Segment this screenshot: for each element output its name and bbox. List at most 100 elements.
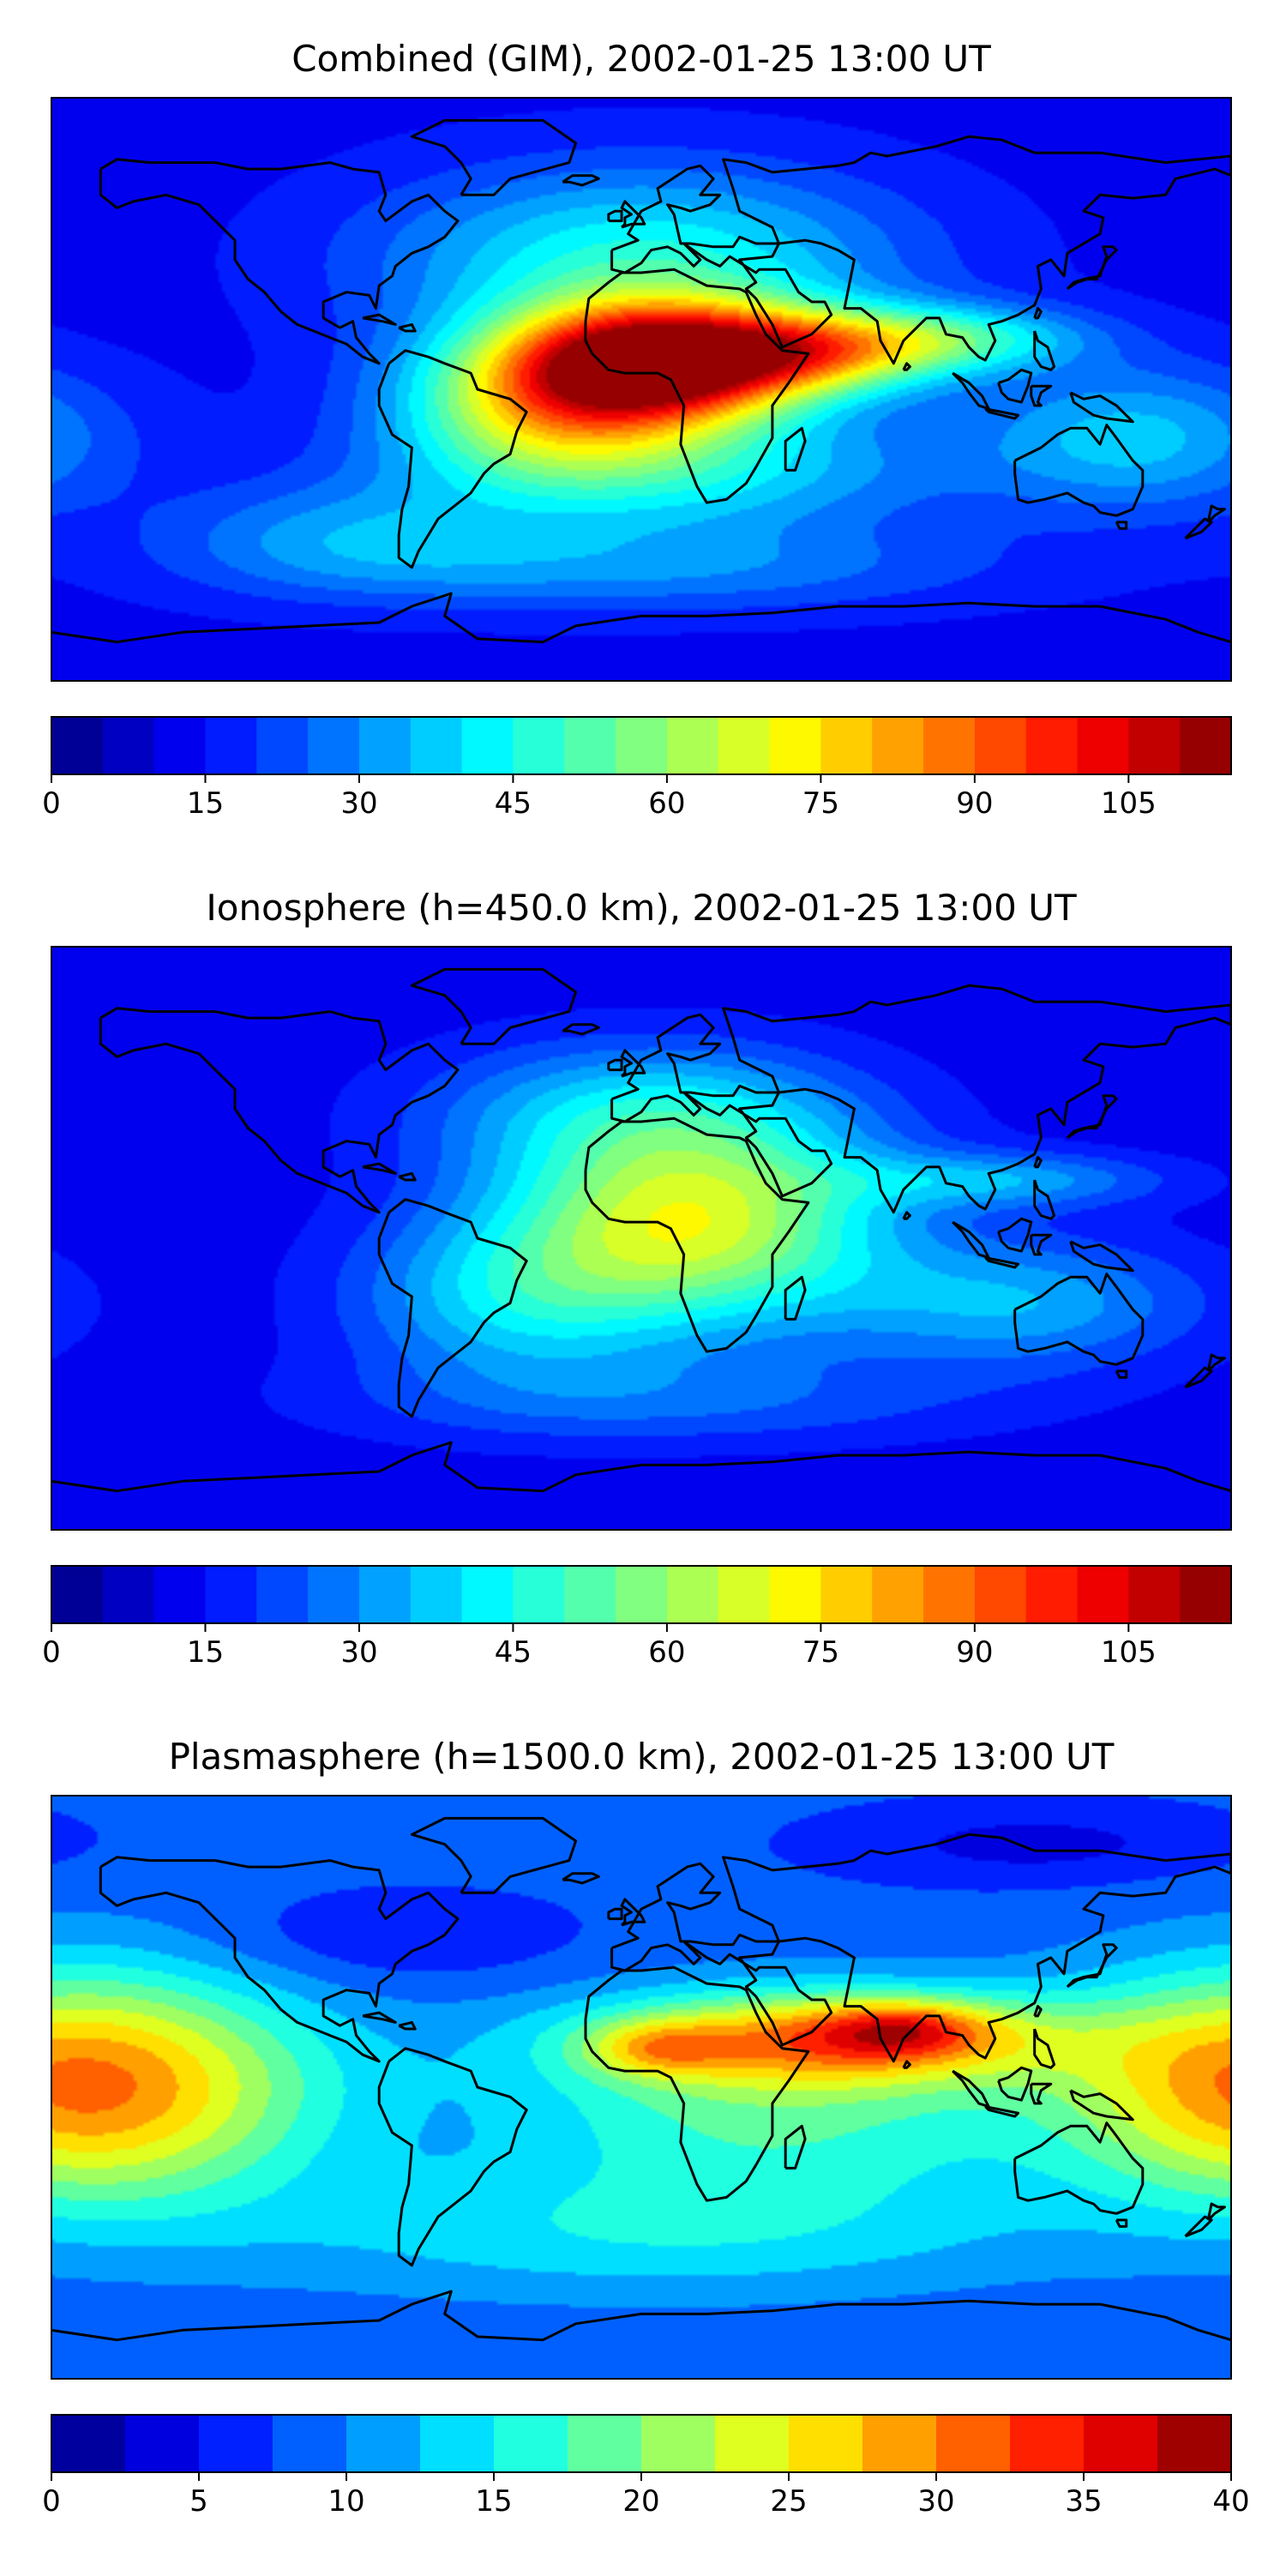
- colorbar-segment: [205, 1566, 257, 1623]
- colorbar-segment: [862, 2415, 937, 2472]
- coastline: [410, 118, 578, 196]
- coastline: [362, 313, 397, 326]
- coastline: [1033, 2005, 1043, 2018]
- panel-3-colorbar: 0 5 10 15 20 25 30 35 40: [42, 2414, 1250, 2519]
- coastline: [902, 362, 911, 371]
- coastline: [902, 1211, 911, 1220]
- colorbar-tick-label: 90: [956, 1635, 993, 1670]
- colorbar-segment: [616, 1566, 668, 1623]
- colorbar-segment: [872, 1566, 924, 1623]
- colorbar-segment: [153, 717, 207, 774]
- coastline: [562, 1023, 600, 1036]
- colorbar-segment: [308, 717, 360, 774]
- panel-3-title: Plasmasphere (h=1500.0 km), 2002-01-25 1…: [169, 1736, 1115, 1778]
- coastline: [51, 592, 1231, 644]
- colorbar-segment: [199, 2415, 273, 2472]
- colorbar-tick-label: 105: [1101, 786, 1157, 821]
- coastline: [952, 1220, 990, 1260]
- colorbar-segment: [616, 717, 668, 774]
- colorbar-segment: [641, 2415, 716, 2472]
- coastline: [1115, 521, 1128, 530]
- colorbar-segment: [513, 717, 565, 774]
- colorbar-segment: [51, 1566, 104, 1623]
- colorbar-segment: [358, 1566, 412, 1623]
- coastline: [1069, 2089, 1134, 2122]
- coastline: [610, 1862, 833, 2047]
- panel-1-coastlines: [51, 118, 1231, 644]
- colorbar-tick-label: 0: [42, 786, 61, 821]
- coastline: [1013, 2122, 1145, 2215]
- colorbar-segment: [420, 2415, 495, 2472]
- panel-2-coastlines: [51, 967, 1231, 1493]
- panel-1-map: [51, 97, 1232, 682]
- coastline: [607, 209, 623, 223]
- coastline: [51, 1441, 1231, 1493]
- colorbar-tick-label: 60: [648, 786, 685, 821]
- coastline: [410, 1816, 578, 1894]
- colorbar-segment: [974, 717, 1027, 774]
- coastline: [1206, 2202, 1226, 2221]
- colorbar-segment: [346, 2415, 421, 2472]
- panel-2-contour-field: [51, 947, 1231, 1530]
- colorbar-segment: [936, 2415, 1011, 2472]
- coastline: [784, 1275, 807, 1321]
- coastline: [952, 371, 990, 411]
- coastline: [784, 2124, 807, 2170]
- coastline: [1033, 2028, 1056, 2069]
- coastline: [1013, 424, 1145, 517]
- coastline: [1069, 391, 1134, 424]
- colorbar-segment: [1180, 717, 1232, 774]
- colorbar-segment: [273, 2415, 347, 2472]
- colorbar-segment: [410, 1566, 463, 1623]
- coastline: [410, 967, 578, 1045]
- panel-1-contour-field: [51, 98, 1231, 681]
- coastline: [607, 1907, 623, 1921]
- coastline: [99, 158, 460, 365]
- coastline: [1069, 1240, 1134, 1273]
- colorbar-segment: [51, 2415, 126, 2472]
- coastline: [722, 984, 1231, 1214]
- colorbar-segment: [564, 717, 616, 774]
- colorbar-tick-label: 15: [187, 786, 224, 821]
- colorbar-frame: [51, 1565, 1232, 1624]
- coastline: [610, 164, 833, 349]
- colorbar-segment: [513, 1566, 565, 1623]
- colorbar-segment: [872, 717, 924, 774]
- colorbar-segment: [789, 2415, 863, 2472]
- coastline: [562, 1872, 600, 1885]
- colorbar-tick-label: 45: [495, 786, 532, 821]
- coastline: [1033, 1156, 1043, 1169]
- coastline: [562, 174, 600, 187]
- colorbar-tick-label: 30: [340, 786, 377, 821]
- colorbar-tick-label: 0: [42, 2484, 61, 2519]
- coastline: [1013, 1273, 1145, 1366]
- colorbar-segment: [974, 1566, 1027, 1623]
- colorbar-tick-label: 90: [956, 786, 993, 821]
- coastline: [722, 135, 1231, 365]
- coastline: [1066, 245, 1118, 291]
- colorbar-tick-label: 35: [1065, 2484, 1102, 2519]
- colorbar-segment: [205, 717, 257, 774]
- coastline: [584, 1116, 810, 1353]
- panel-3-coastlines: [51, 1816, 1231, 2342]
- colorbar-segment: [1157, 2415, 1232, 2472]
- colorbar-segment: [256, 1566, 309, 1623]
- colorbar-segment: [1077, 1566, 1129, 1623]
- coastline: [984, 1256, 1020, 1269]
- panel-1-title: Combined (GIM), 2002-01-25 13:00 UT: [291, 38, 991, 80]
- coastline: [377, 2047, 528, 2267]
- coastline: [607, 1058, 623, 1072]
- coastline: [398, 1171, 417, 1182]
- colorbar-segment: [358, 717, 412, 774]
- colorbar-segment: [1084, 2415, 1158, 2472]
- colorbar-segment: [1025, 717, 1079, 774]
- panel-2-colorbar: 0 15 30 45 60 75 90 105: [42, 1565, 1232, 1670]
- coastline: [51, 2290, 1231, 2342]
- panel-2-frame: [51, 946, 1232, 1531]
- coastline: [1115, 1369, 1128, 1379]
- colorbar-segment: [1128, 717, 1181, 774]
- coastline: [997, 368, 1033, 404]
- panel-3-map: [51, 1795, 1232, 2380]
- coastline: [997, 1217, 1033, 1253]
